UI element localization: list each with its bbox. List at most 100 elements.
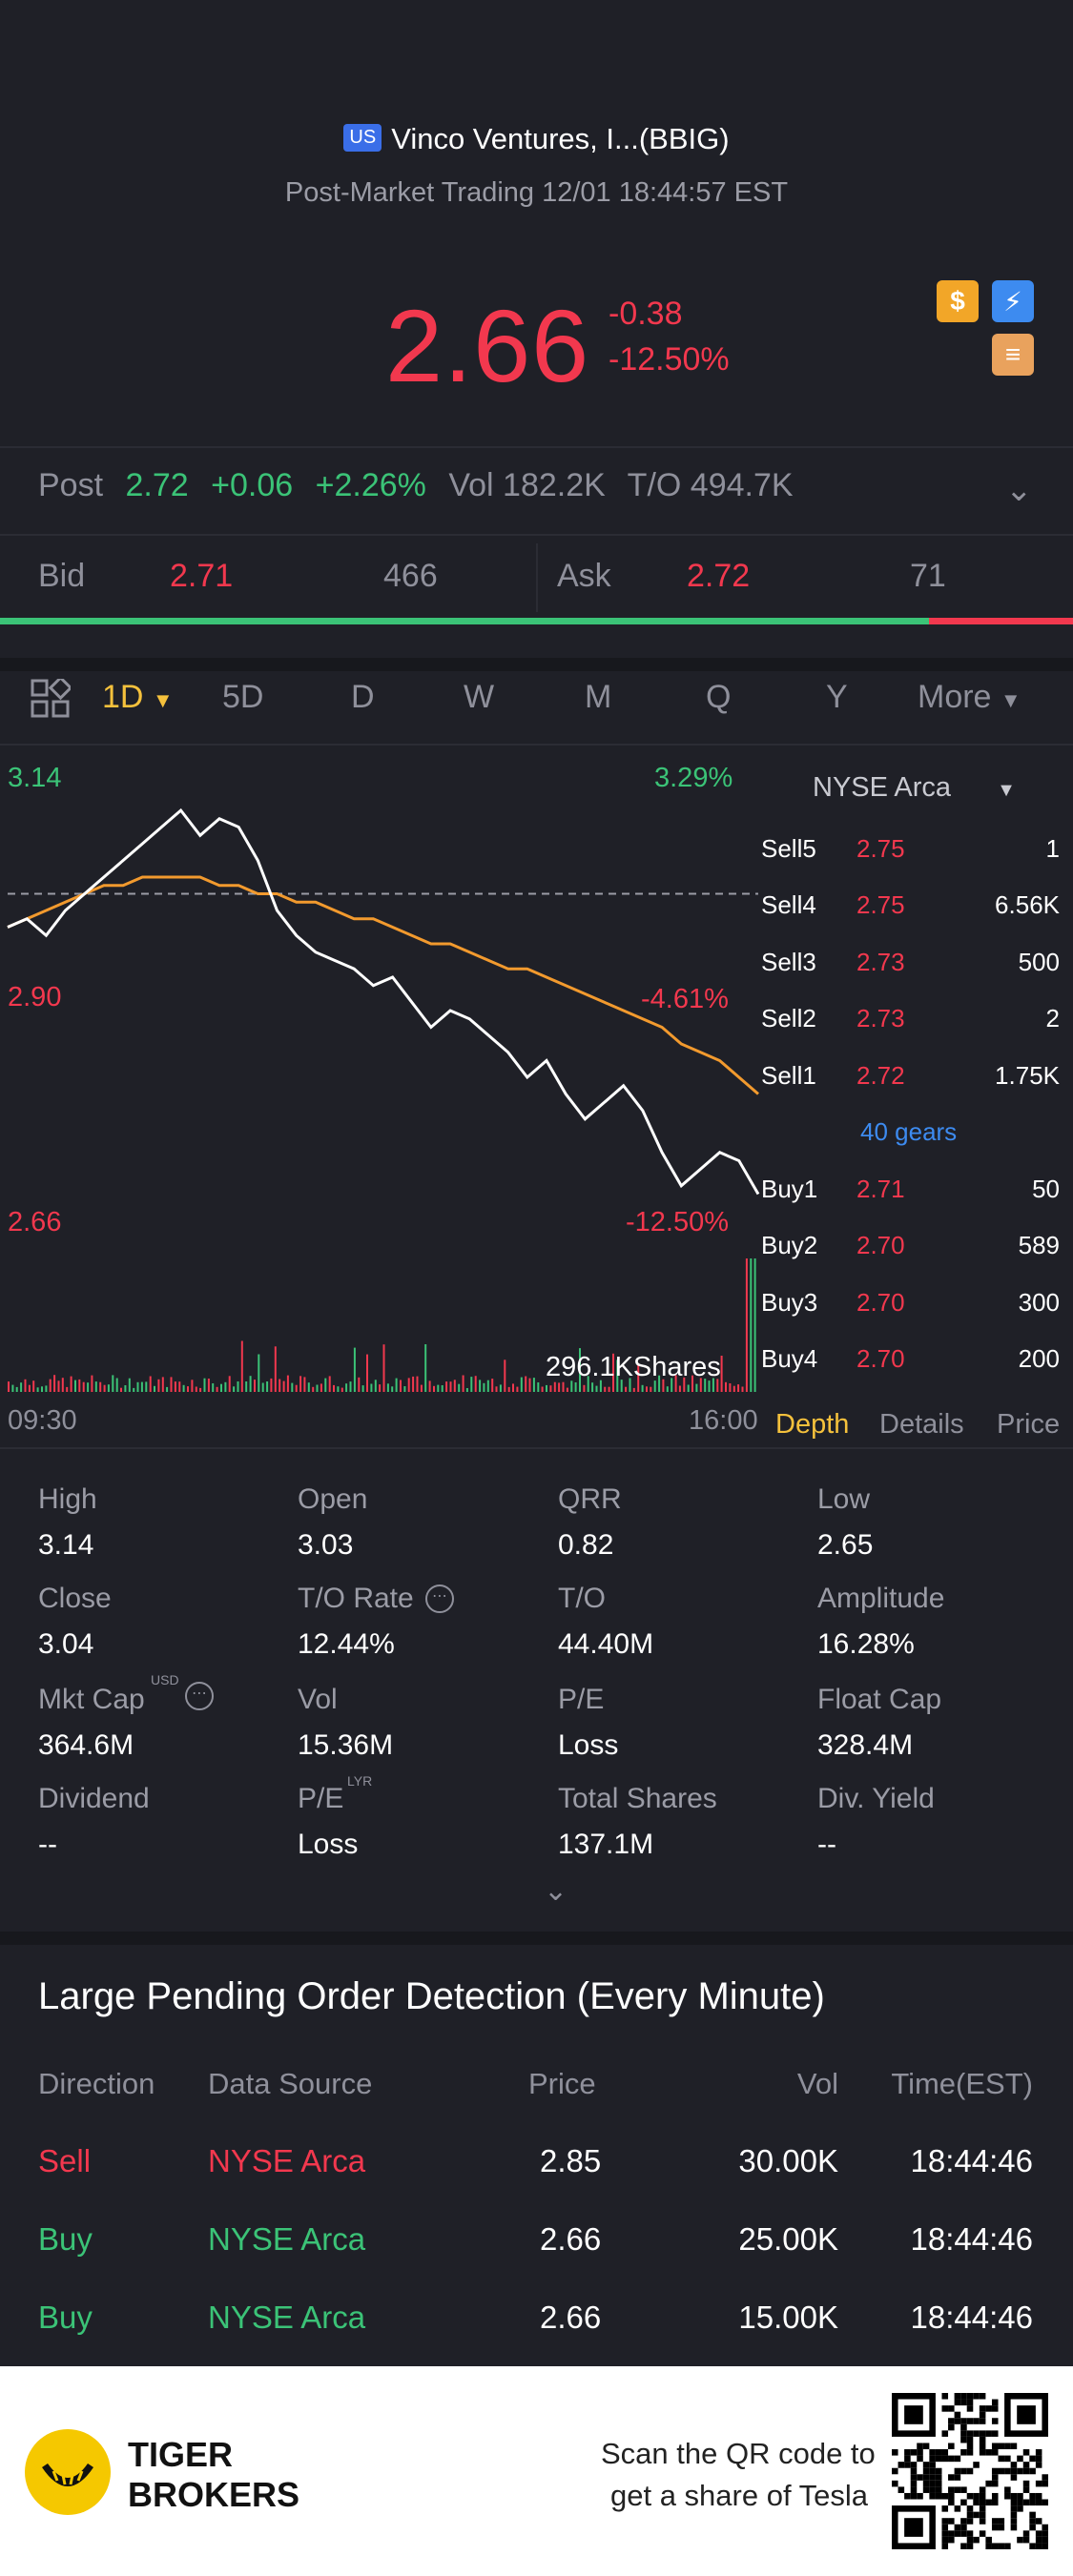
volume-bar <box>140 1381 143 1392</box>
qr-module <box>991 2524 999 2531</box>
tab-price[interactable]: Price <box>997 1409 1061 1440</box>
qr-module <box>1010 2511 1018 2519</box>
volume-bar <box>28 1384 31 1392</box>
volume-bar <box>295 1384 298 1392</box>
qr-module <box>979 2393 986 2400</box>
qr-module <box>966 2518 974 2525</box>
qr-module <box>948 2455 955 2463</box>
stat-label: Open <box>298 1483 368 1515</box>
gears-link[interactable]: 40 gears <box>860 1117 958 1146</box>
tab-more[interactable]: More ▼ <box>918 679 1021 715</box>
volume-bar <box>733 1385 735 1392</box>
volume-bar <box>320 1383 322 1392</box>
qr-module <box>1029 2518 1036 2525</box>
qr-module <box>979 2411 986 2419</box>
exchange-selector[interactable]: NYSE Arca ▼ <box>813 772 1016 803</box>
qr-module <box>941 2430 949 2437</box>
qr-module <box>1029 2543 1036 2549</box>
volume-bar <box>729 1383 732 1392</box>
qr-finder <box>1017 2405 1036 2424</box>
volume-bar <box>453 1380 456 1392</box>
info-icon[interactable]: ⋯ <box>425 1584 454 1613</box>
qr-module <box>941 2393 949 2400</box>
qr-module <box>991 2399 999 2406</box>
volume-bar <box>199 1387 202 1392</box>
volume-bar <box>486 1380 489 1392</box>
volume-bar <box>504 1360 506 1392</box>
price-change-percent: -12.50% <box>609 341 730 378</box>
qr-module <box>998 2455 1005 2463</box>
stat-label: High <box>38 1483 97 1515</box>
volume-bar <box>233 1386 236 1392</box>
qr-module <box>966 2418 974 2424</box>
qr-module <box>979 2443 986 2450</box>
tab-5d[interactable]: 5D <box>222 679 264 715</box>
dollar-icon[interactable]: $ <box>937 280 979 322</box>
volume-bar <box>286 1375 289 1392</box>
stat-value: 0.82 <box>558 1529 614 1561</box>
tab-depth[interactable]: Depth <box>775 1409 850 1440</box>
qr-module <box>935 2480 942 2487</box>
chart-layout-icon[interactable] <box>31 675 73 727</box>
qr-module <box>1017 2467 1023 2475</box>
stat-value: -- <box>817 1829 836 1860</box>
order-direction: Buy <box>38 2300 93 2335</box>
qr-module <box>935 2455 942 2463</box>
intraday-chart[interactable] <box>0 744 763 1411</box>
volume-bar <box>683 1377 686 1392</box>
volume-bar <box>345 1383 348 1392</box>
tab-details[interactable]: Details <box>879 1409 964 1440</box>
qr-module <box>985 2536 992 2544</box>
tab-y[interactable]: Y <box>826 679 848 715</box>
volume-bar <box>671 1378 673 1392</box>
qr-module <box>1029 2467 1036 2475</box>
tab-d[interactable]: D <box>351 679 375 715</box>
stack-icon[interactable]: ≡ <box>992 334 1034 376</box>
col-header-direction: Direction <box>38 2067 155 2100</box>
qr-module <box>929 2455 936 2463</box>
qr-module <box>991 2443 999 2450</box>
volume-bar <box>149 1376 152 1392</box>
qr-module <box>966 2492 974 2500</box>
qr-module <box>948 2536 955 2544</box>
flash-icon[interactable]: ⚡ <box>992 280 1034 322</box>
volume-bar <box>745 1258 748 1392</box>
volume-bar <box>178 1381 181 1392</box>
qr-module <box>929 2492 936 2500</box>
qr-module <box>1010 2462 1018 2468</box>
qr-module <box>979 2511 986 2519</box>
stat-value: 44.40M <box>558 1628 654 1660</box>
tab-q[interactable]: Q <box>706 679 732 715</box>
volume-bar <box>525 1376 527 1392</box>
info-icon[interactable]: ⋯ <box>185 1682 214 1710</box>
orderbook-sell-name: Sell2 <box>761 1004 816 1032</box>
volume-bar <box>674 1375 677 1392</box>
expand-chevron-icon[interactable]: ⌄ <box>544 1875 568 1907</box>
bidask-divider <box>536 543 538 612</box>
volume-bar <box>112 1375 114 1392</box>
volume-bar <box>424 1344 427 1392</box>
stat-label: Mkt Cap <box>38 1684 145 1715</box>
volume-bar <box>666 1386 669 1392</box>
stock-title[interactable]: US Vinco Ventures, I...(BBIG) <box>0 122 1073 156</box>
stat-value: 16.28% <box>817 1628 915 1660</box>
volume-bar <box>395 1378 398 1392</box>
tab-m[interactable]: M <box>585 679 612 715</box>
qr-module <box>966 2443 974 2450</box>
qr-module <box>941 2492 949 2500</box>
tab-w[interactable]: W <box>464 679 495 715</box>
qr-code <box>892 2393 1048 2549</box>
chevron-down-icon[interactable]: ⌄ <box>1005 472 1033 508</box>
qr-module <box>948 2443 955 2450</box>
volume-bar <box>15 1386 18 1392</box>
volume-bar <box>646 1386 648 1392</box>
tab-1d[interactable]: 1D ▼ <box>102 679 174 715</box>
volume-bar <box>400 1380 402 1392</box>
volume-bar <box>240 1340 243 1392</box>
orderbook-buy-vol: 200 <box>1018 1344 1060 1373</box>
volume-bar <box>228 1376 231 1392</box>
qr-module <box>954 2474 961 2481</box>
qr-module <box>1010 2443 1018 2450</box>
qr-module <box>935 2467 942 2475</box>
volume-bar <box>470 1377 473 1392</box>
